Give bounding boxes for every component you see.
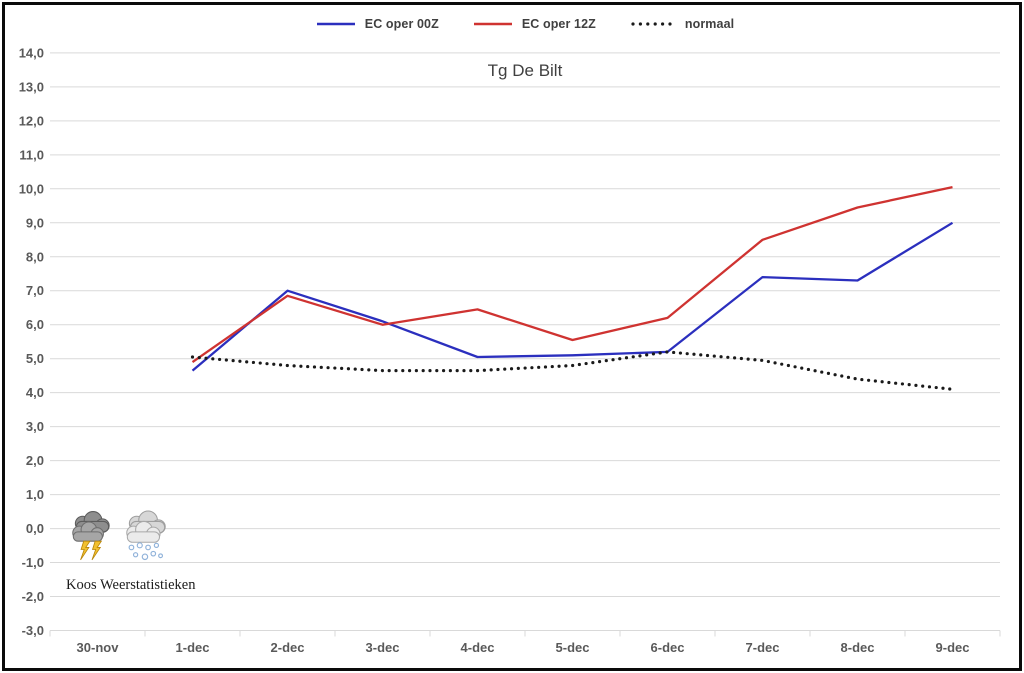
chart-legend: EC oper 00Z EC oper 12Z normaal <box>50 17 1000 31</box>
legend-item-ec-oper-12z: EC oper 12Z <box>473 17 596 31</box>
y-axis-tick-label: 8,0 <box>26 249 44 264</box>
x-axis-category-label: 3-dec <box>366 640 400 655</box>
credit-text: Koos Weerstatistieken <box>66 577 196 593</box>
x-axis-category-label: 2-dec <box>271 640 305 655</box>
x-axis-category-label: 8-dec <box>841 640 875 655</box>
x-axis-category-label: 5-dec <box>556 640 590 655</box>
y-axis-tick-label: 5,0 <box>26 351 44 366</box>
legend-item-normaal: normaal <box>630 17 734 31</box>
y-axis-tick-label: -1,0 <box>22 555 44 570</box>
y-axis-tick-label: -3,0 <box>22 623 44 638</box>
y-axis-tick-label: 1,0 <box>26 487 44 502</box>
dotted-line-swatch-icon <box>631 22 676 26</box>
series-line-ec-oper-00z <box>191 221 954 372</box>
legend-label: normaal <box>684 17 735 31</box>
y-axis-tick-label: 2,0 <box>26 453 44 468</box>
chart-title: Tg De Bilt <box>487 61 563 80</box>
x-axis-category-label: 7-dec <box>746 640 780 655</box>
line-chart: 14,0 13,0 12,0 11,0 10,0 9,0 8,0 7,0 6,0 5,0 4,0 3,… <box>19 45 1001 655</box>
y-axis-tick-label: -2,0 <box>22 589 44 604</box>
blue-line-swatch-icon <box>316 22 355 26</box>
series-line-ec-oper-12z <box>191 185 953 364</box>
y-axis-tick-label: 7,0 <box>26 283 44 298</box>
red-line-swatch-icon <box>473 22 512 26</box>
y-axis-tick-label: 11,0 <box>19 147 44 162</box>
x-axis-category-label: 30-nov <box>77 640 120 655</box>
snow-cloud-icon <box>126 510 166 561</box>
legend-item-ec-oper-00z: EC oper 00Z <box>316 17 439 31</box>
y-axis-tick-label: 13,0 <box>19 79 44 94</box>
y-axis-tick-label: 0,0 <box>26 521 44 536</box>
y-axis-tick-label: 14,0 <box>19 45 44 60</box>
legend-label: EC oper 00Z <box>364 17 439 31</box>
x-axis-category-label: 1-dec <box>176 640 210 655</box>
y-axis-tick-label: 6,0 <box>26 317 44 332</box>
y-axis-tick-label: 4,0 <box>26 385 44 400</box>
series-line-normaal <box>190 350 955 391</box>
x-axis-category-label: 4-dec <box>461 640 495 655</box>
weather-icons <box>68 510 172 562</box>
y-axis-tick-label: 3,0 <box>26 419 44 434</box>
y-axis-tick-label: 12,0 <box>19 113 44 128</box>
legend-label: EC oper 12Z <box>521 17 596 31</box>
y-axis-tick-label: 9,0 <box>26 215 44 230</box>
x-axis-category-label: 9-dec <box>936 640 970 655</box>
storm-cloud-icon <box>72 511 110 561</box>
x-axis-category-label: 6-dec <box>651 640 685 655</box>
y-axis-tick-label: 10,0 <box>19 181 44 196</box>
